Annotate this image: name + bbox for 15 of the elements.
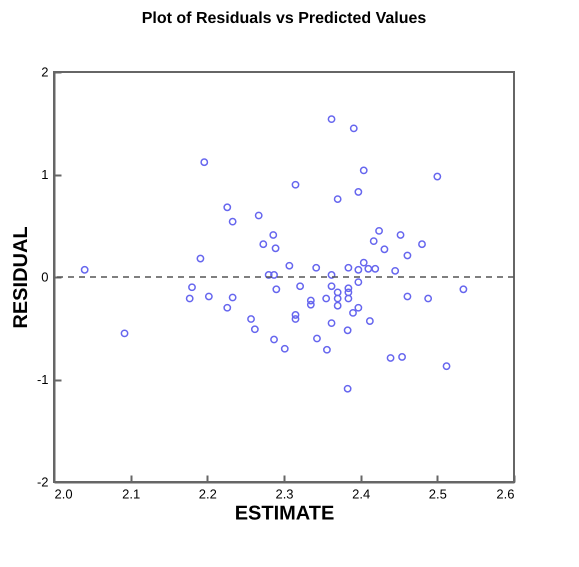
x-axis-title: ESTIMATE [234,502,334,524]
y-axis-title: RESIDUAL [10,226,32,329]
x-tick-label: 2.3 [275,486,294,502]
y-tick-label: 2 [41,64,48,80]
x-tick-label: 2.5 [428,486,447,502]
x-tick-label: 2.2 [198,486,217,502]
x-tick-label: 2.0 [54,486,73,502]
x-tick-label: 2.4 [352,486,370,502]
x-tick-label: 2.1 [122,486,140,502]
chart-title: Plot of Residuals vs Predicted Values [142,10,426,27]
y-tick-label: -1 [36,372,48,387]
x-tick-label: 2.6 [496,486,514,502]
y-tick-label: 1 [41,167,48,182]
y-tick-label: 0 [41,270,48,284]
y-tick-label: -2 [36,474,48,490]
